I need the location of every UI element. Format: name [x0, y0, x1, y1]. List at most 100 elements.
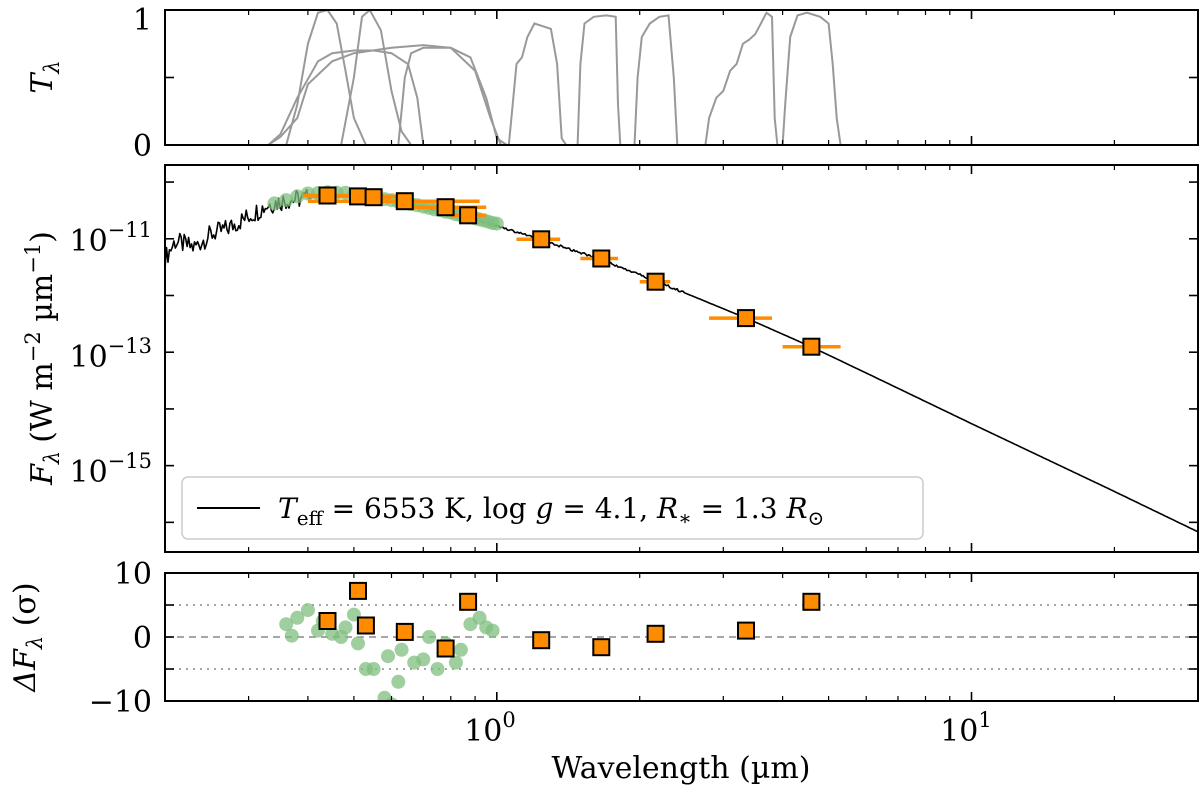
spectrum-point-1 [279, 193, 294, 208]
sed-ytick-1e-15-base: 10 [69, 455, 107, 490]
spectrum-point-2 [290, 189, 305, 204]
xtick-label-1: 100 [464, 708, 516, 749]
residual-phot-marker-3 [395, 622, 414, 641]
spectrum-point-33 [489, 216, 504, 231]
sed-ylabel-close: ) [25, 231, 60, 243]
residual-ytick-minus10: −10 [89, 685, 152, 720]
filter-curve-7 [633, 14, 679, 145]
residual-phot-marker-10 [802, 592, 821, 611]
phot-marker-1 [349, 187, 367, 206]
residual-phot-marker-2 [356, 616, 375, 635]
sed-ylabel-unit2: µm [25, 274, 60, 331]
residual-spectrum-point-3 [300, 603, 315, 618]
residual-spectrum-point-16 [391, 674, 406, 689]
xtick-10-base: 10 [940, 714, 978, 749]
phot-marker-7 [592, 249, 611, 268]
transmission-ytick-1: 1 [133, 3, 152, 38]
filter-curve-3 [285, 10, 367, 145]
sed-ylabel-exp1: −2 [21, 331, 45, 362]
sed-ytick-1e-11-exp: −11 [108, 218, 152, 242]
transmission-ytick-0: 0 [133, 129, 152, 164]
legend-radius-text: = 1.3 [692, 492, 787, 525]
filter-curve-2 [397, 46, 508, 145]
sed-frame [164, 164, 1199, 553]
phot-marker-4 [436, 198, 455, 217]
sed-ytick-1e-15-exp: −15 [108, 449, 152, 473]
phot-marker-8 [646, 272, 665, 291]
legend-box [181, 476, 924, 540]
residual-spectrum-point-20 [422, 630, 437, 644]
phot-marker-0 [318, 186, 337, 205]
sed-ylabel-main: F [25, 463, 60, 486]
residual-spectrum-point-12 [366, 662, 381, 676]
residual-spectrum-point-2 [290, 610, 305, 625]
residuals-plot-area [165, 581, 1198, 701]
sed-ytick-1e-11: 10−11 [69, 218, 152, 259]
residual-spectrum-point-17 [394, 642, 409, 657]
sed-ytick-1e-11-base: 10 [69, 224, 107, 259]
residual-spectrum-point-1 [284, 628, 299, 643]
residual-ylabel-unit: (σ) [8, 582, 43, 635]
xtick-label-10: 101 [940, 708, 992, 749]
xtick-1-exp: 0 [502, 708, 515, 732]
legend-rsun-main: R [785, 492, 807, 525]
xtick-10-exp: 1 [978, 708, 991, 732]
sed-ytick-1e-15: 10−15 [69, 449, 152, 490]
residual-phot-marker-4 [436, 639, 455, 658]
residual-spectrum-point-19 [416, 652, 431, 667]
sed-ytick-1e-13: 10−13 [69, 334, 152, 375]
spectrum-point-0 [267, 196, 282, 211]
filter-curve-6 [576, 14, 622, 145]
legend-rsun-sub: ⊙ [808, 506, 825, 530]
residual-ytick-0: 0 [133, 621, 152, 656]
filter-curve-0 [267, 49, 425, 145]
phot-marker-2 [364, 188, 383, 207]
residual-spectrum-point-28 [485, 623, 500, 638]
residual-ylabel-sub: λ [23, 636, 47, 650]
sed-ytick-1e-13-base: 10 [69, 340, 107, 375]
sed-ylabel: Fλ (W m−2 µm−1) [21, 231, 64, 486]
phot-marker-6 [532, 230, 551, 249]
transmission-panel: 1 0 Tλ [25, 3, 1199, 164]
residual-ylabel: ΔFλ (σ) [8, 582, 47, 692]
sed-panel: 10−11 10−13 10−15 Fλ(W m−2 µm−1) Teff = … [21, 164, 1199, 553]
phot-marker-5 [459, 206, 478, 225]
residual-spectrum-point-10 [351, 636, 365, 651]
sed-ytick-1e-13-exp: −13 [108, 334, 152, 358]
residual-phot-marker-6 [532, 631, 551, 650]
residual-spectrum-points [279, 603, 500, 701]
sed-ylabel-unit: (W m [25, 362, 60, 443]
photometry-points [302, 186, 841, 356]
legend-logg-text: = 4.1, [553, 492, 657, 525]
sed-plot-area [165, 185, 1198, 533]
transmission-frame [164, 9, 1199, 146]
legend: Teff = 6553 K, log g = 4.1, R∗ = 1.3 R⊙ [181, 476, 924, 540]
legend-logg-sym: g [536, 492, 554, 525]
residual-spectrum-point-21 [430, 662, 445, 676]
residual-phot-marker-7 [592, 638, 611, 657]
residual-spectrum-point-0 [279, 617, 294, 632]
transmission-ylabel: Tλ [25, 60, 64, 93]
xtick-1-base: 10 [464, 714, 502, 749]
legend-teff-text: = 6553 K, log [323, 492, 536, 525]
residual-spectrum-point-8 [338, 620, 353, 635]
sed-ylabel-exp2: −1 [21, 243, 45, 274]
residual-spectrum-point-23 [448, 655, 463, 670]
residual-ticks [165, 572, 1198, 702]
phot-marker-10 [802, 337, 821, 356]
residual-phot-marker-8 [646, 624, 665, 643]
transmission-ylabel-main: T [25, 72, 60, 94]
transmission-ticks [165, 9, 1198, 146]
residual-spectrum-point-15 [381, 649, 395, 664]
residual-phot-marker-1 [349, 581, 367, 600]
residual-ytick-10: 10 [114, 557, 152, 592]
legend-label: Teff = 6553 K, log g = 4.1, R∗ = 1.3 R⊙ [278, 492, 824, 530]
legend-teff-main: T [278, 492, 299, 525]
legend-radius-sub: ∗ [678, 506, 692, 530]
legend-teff-sub: eff [297, 506, 325, 530]
residual-phot-marker-9 [737, 621, 755, 640]
sed-ylabel-sub: λ [40, 451, 64, 465]
residual-phot-marker-5 [459, 592, 478, 611]
filter-curve-5 [507, 22, 568, 145]
